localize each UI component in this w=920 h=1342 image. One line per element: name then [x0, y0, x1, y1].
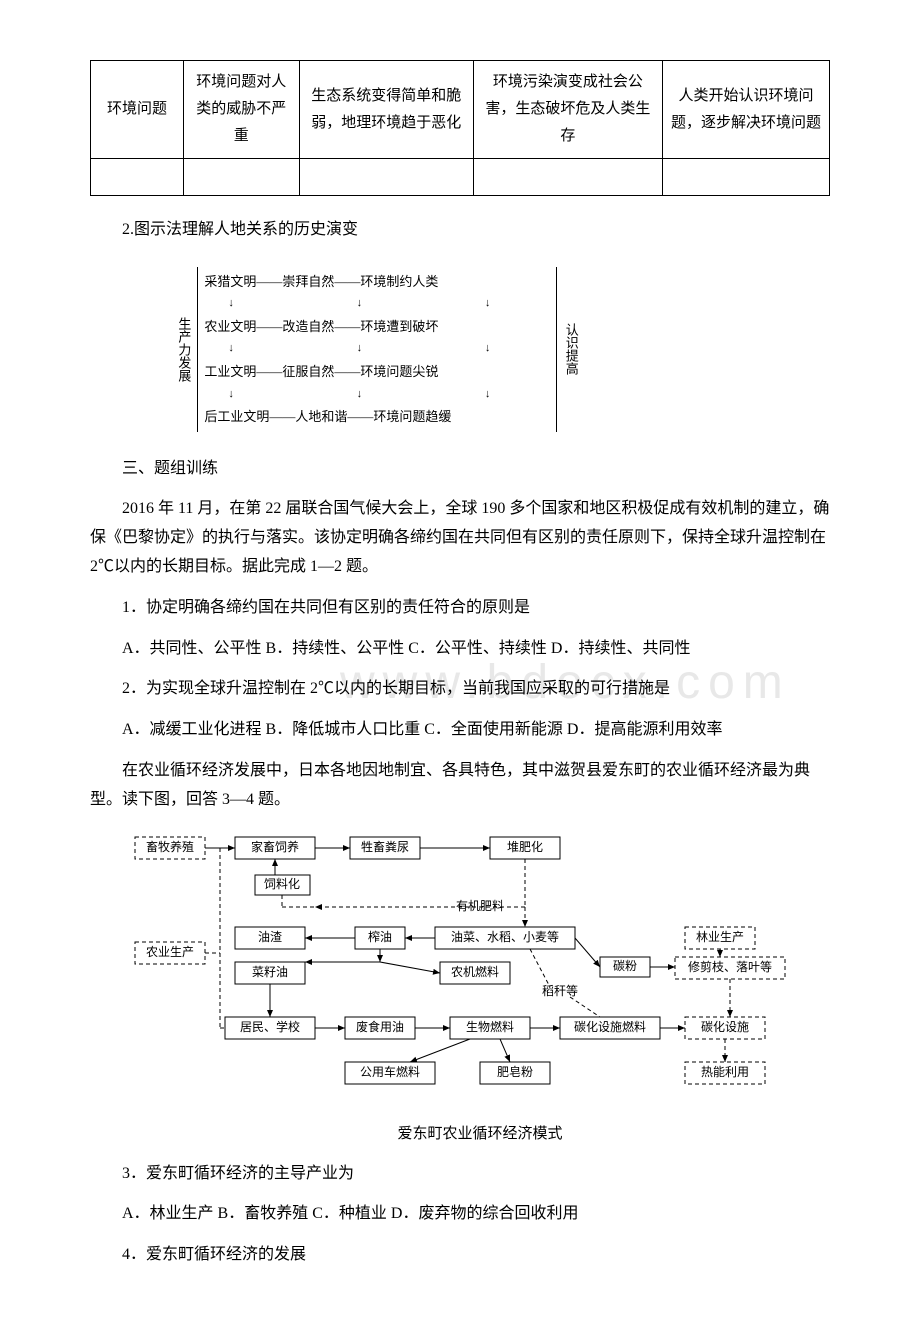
evolution-diagram: 生产力发展 采猎文明——崇拜自然——环境制约人类 ↓ ↓ ↓ 农业文明——改造自…: [170, 267, 749, 432]
table-cell: [299, 159, 473, 196]
table-cell: [91, 159, 184, 196]
section-3-title: 三、题组训练: [90, 455, 830, 484]
heading-2: 2.图示法理解人地关系的历史演变: [90, 216, 830, 245]
diagram-arrows: ↓ ↓ ↓: [204, 385, 550, 405]
question-2: 2．为实现全球升温控制在 2℃以内的长期目标，当前我国应采取的可行措施是: [90, 675, 830, 704]
diagram-row: 工业文明——征服自然——环境问题尖锐: [204, 359, 550, 384]
question-2-options: A．减缓工业化进程 B．降低城市人口比重 C．全面使用新能源 D．提高能源利用效…: [90, 716, 830, 745]
passage-1: 2016 年 11 月，在第 22 届联合国气候大会上，全球 190 多个国家和…: [90, 495, 830, 581]
passage-2: 在农业循环经济发展中，日本各地因地制宜、各具特色，其中滋贺县爱东町的农业循环经济…: [90, 757, 830, 815]
diagram-left-label: 生产力发展: [170, 267, 197, 432]
diagram-row: 农业文明——改造自然——环境遭到破坏: [204, 314, 550, 339]
node-tanhua-shishi: 碳化设施燃料: [574, 1018, 646, 1033]
table-cell: 人类开始认识环境问题，逐步解决环境问题: [662, 61, 829, 159]
node-caizi: 菜籽油: [252, 964, 288, 978]
node-xiujian: 修剪枝、落叶等: [688, 958, 772, 973]
diagram-arrows: ↓ ↓ ↓: [204, 339, 550, 359]
question-3: 3．爱东町循环经济的主导产业为: [90, 1160, 830, 1189]
table-cell: 生态系统变得简单和脆弱，地理环境趋于恶化: [299, 61, 473, 159]
node-zhayou: 榨油: [368, 928, 392, 943]
node-nongji: 农机燃料: [451, 963, 499, 978]
environment-table: 环境问题 环境问题对人类的威胁不严重 生态系统变得简单和脆弱，地理环境趋于恶化 …: [90, 60, 830, 196]
node-daogan: 稻秆等: [542, 983, 578, 997]
question-3-options: A．林业生产 B．畜牧养殖 C．种植业 D．废弃物的综合回收利用: [90, 1200, 830, 1229]
node-feiyou: 废食用油: [356, 1018, 404, 1033]
node-shengwu: 生物燃料: [466, 1018, 514, 1033]
diagram-row: 采猎文明——崇拜自然——环境制约人类: [204, 269, 550, 294]
node-youzha: 油渣: [258, 929, 282, 943]
table-cell: [662, 159, 829, 196]
question-4: 4．爱东町循环经济的发展: [90, 1241, 830, 1270]
node-siliao: 饲料化: [264, 876, 300, 890]
node-feizao: 肥皂粉: [497, 1064, 533, 1078]
agriculture-cycle-diagram: .box { fill: #fff; stroke: #000; stroke-…: [130, 827, 830, 1148]
diagram-arrows: ↓ ↓ ↓: [204, 294, 550, 314]
node-jiaqin: 家畜饲养: [251, 838, 299, 853]
table-row: [91, 159, 830, 196]
node-jumin: 居民、学校: [240, 1018, 300, 1033]
question-1: 1．协定明确各缔约国在共同但有区别的责任符合的原则是: [90, 594, 830, 623]
node-nongye: 农业生产: [146, 944, 194, 958]
question-1-options: A．共同性、公平性 B．持续性、公平性 C．公平性、持续性 D．持续性、共同性: [90, 635, 830, 664]
row-label-cell: 环境问题: [91, 61, 184, 159]
node-youcai: 油菜、水稻、小麦等: [451, 929, 559, 943]
node-linye: 林业生产: [696, 929, 744, 943]
diagram-caption: 爱东町农业循环经济模式: [130, 1121, 830, 1148]
node-youji: 有机肥料: [456, 898, 504, 912]
diagram-row: 后工业文明——人地和谐——环境问题趋缓: [204, 404, 550, 429]
table-cell: [473, 159, 662, 196]
table-cell: [184, 159, 300, 196]
node-gongyong: 公用车燃料: [360, 1063, 420, 1078]
node-tanfen: 碳粉: [613, 958, 637, 972]
node-tanhua: 碳化设施: [701, 1019, 749, 1033]
node-renen: 热能利用: [701, 1064, 749, 1078]
table-row: 环境问题 环境问题对人类的威胁不严重 生态系统变得简单和脆弱，地理环境趋于恶化 …: [91, 61, 830, 159]
table-cell: 环境污染演变成社会公害，生态破坏危及人类生存: [473, 61, 662, 159]
node-xumu: 畜牧养殖: [146, 838, 194, 853]
node-duifei: 堆肥化: [507, 839, 543, 853]
node-shengchu: 牲畜粪尿: [361, 838, 409, 853]
diagram-right-label: 认识提高: [557, 267, 584, 432]
table-cell: 环境问题对人类的威胁不严重: [184, 61, 300, 159]
